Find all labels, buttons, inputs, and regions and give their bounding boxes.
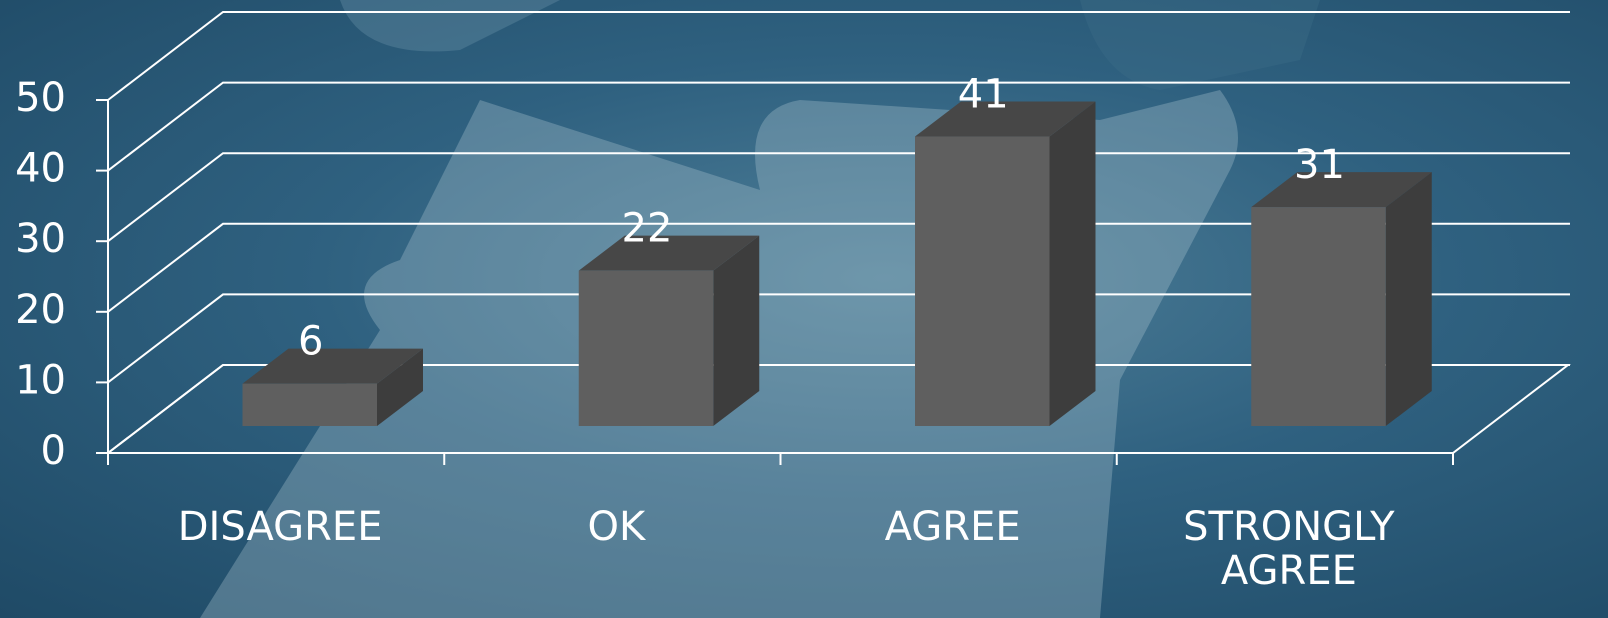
grid-line [107,293,1570,384]
value-label: 6 [298,319,323,365]
bar [578,270,714,426]
bar-top [915,101,1096,137]
bar [1251,207,1386,426]
y-tick-label: 30 [15,216,66,262]
bar-side [1385,172,1432,426]
y-tick-label: 0 [41,428,66,474]
bar [915,136,1050,427]
bar-top [578,235,760,271]
value-label: 22 [622,206,673,252]
value-label: 31 [1294,142,1345,188]
y-tick-label: 10 [15,357,66,403]
bar-side [377,348,423,426]
bar-side [713,235,760,426]
x-tick-label: STRONGLY AGREE [1183,504,1395,594]
grid-line [107,152,1570,242]
bar-top [1251,172,1432,208]
x-tick-label: DISAGREE [177,504,383,550]
bar-top [242,348,423,384]
y-tick-label: 50 [15,75,66,121]
bar [242,383,377,426]
bar-side [1049,101,1096,426]
grid-line [107,222,1570,313]
y-tick-label: 40 [15,146,66,192]
y-tick-label: 20 [15,287,66,333]
grid-line [107,81,1570,172]
grid-line [107,11,1570,101]
grid-line [107,364,1570,454]
x-tick-label: OK [587,504,646,550]
x-tick-label: AGREE [884,504,1021,550]
value-label: 41 [958,72,1009,118]
